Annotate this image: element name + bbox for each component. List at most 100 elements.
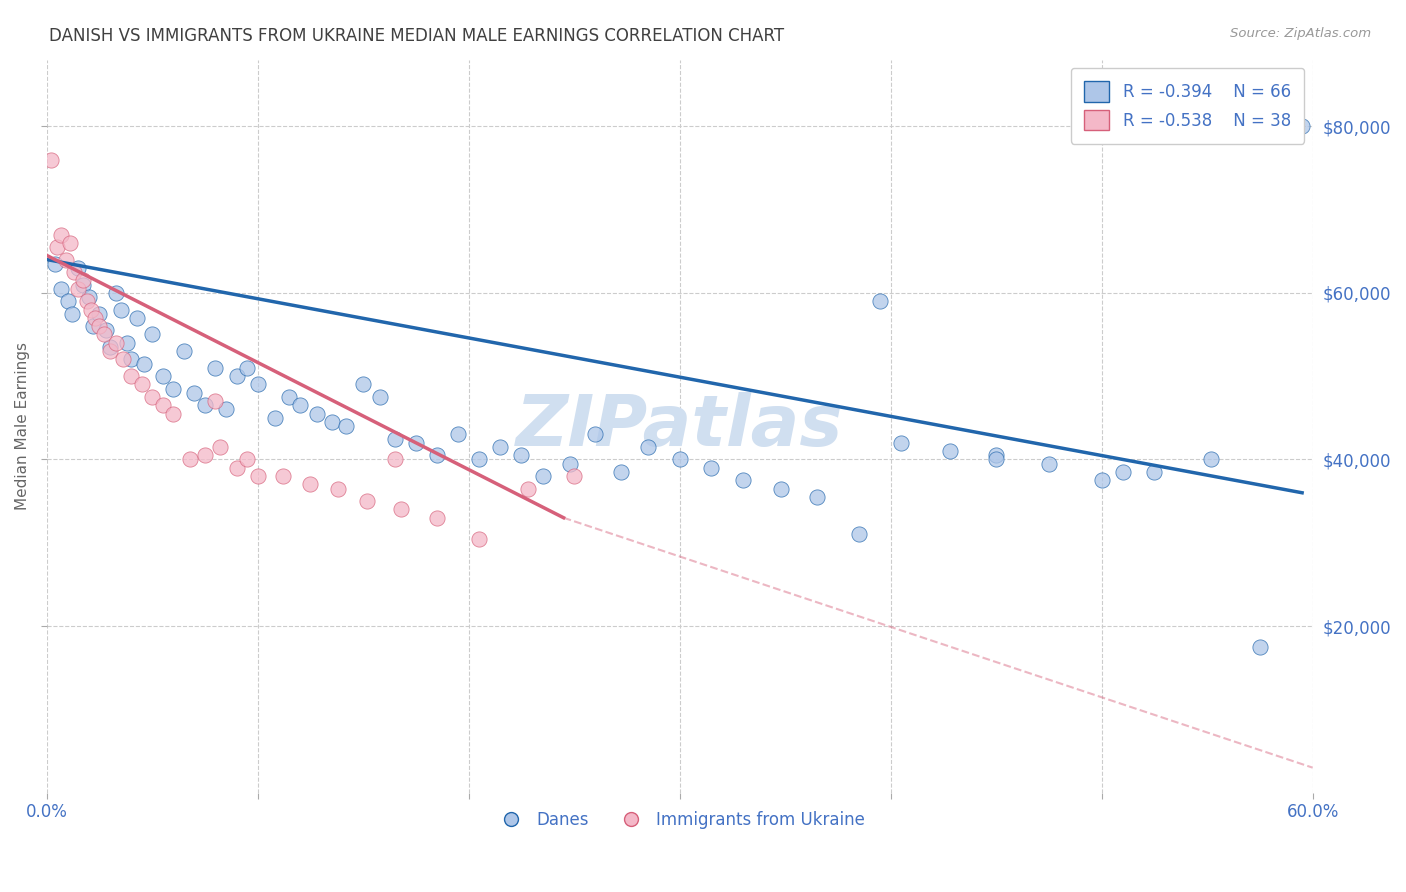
Point — [194, 398, 217, 412]
Point — [426, 448, 449, 462]
Point — [82, 319, 104, 334]
Point — [848, 527, 870, 541]
Point — [44, 257, 66, 271]
Point — [93, 327, 115, 342]
Point — [110, 302, 132, 317]
Point — [115, 335, 138, 350]
Point — [668, 452, 690, 467]
Point — [510, 448, 533, 462]
Y-axis label: Median Male Earnings: Median Male Earnings — [15, 343, 30, 510]
Point — [162, 382, 184, 396]
Point — [531, 469, 554, 483]
Point — [173, 344, 195, 359]
Text: ZIPatlas: ZIPatlas — [516, 392, 844, 460]
Point — [700, 460, 723, 475]
Point — [51, 282, 73, 296]
Point — [111, 352, 134, 367]
Point — [1249, 640, 1271, 654]
Point — [468, 452, 491, 467]
Point — [72, 277, 94, 292]
Point — [426, 510, 449, 524]
Point — [356, 494, 378, 508]
Point — [60, 307, 83, 321]
Point — [731, 473, 754, 487]
Point — [236, 360, 259, 375]
Point — [105, 335, 128, 350]
Point — [890, 435, 912, 450]
Point — [321, 415, 343, 429]
Point — [63, 265, 86, 279]
Point — [246, 469, 269, 483]
Point — [288, 398, 311, 412]
Point — [384, 452, 406, 467]
Point — [299, 477, 322, 491]
Point — [384, 432, 406, 446]
Point — [489, 440, 512, 454]
Point — [84, 310, 107, 325]
Point — [120, 352, 142, 367]
Point — [152, 369, 174, 384]
Point — [389, 502, 412, 516]
Point — [1038, 457, 1060, 471]
Point — [271, 469, 294, 483]
Point — [225, 460, 247, 475]
Point — [67, 282, 90, 296]
Point — [98, 344, 121, 359]
Point — [208, 440, 231, 454]
Point — [98, 340, 121, 354]
Point — [806, 490, 828, 504]
Point — [162, 407, 184, 421]
Point — [94, 323, 117, 337]
Point — [468, 532, 491, 546]
Point — [77, 290, 100, 304]
Point — [72, 273, 94, 287]
Text: DANISH VS IMMIGRANTS FROM UKRAINE MEDIAN MALE EARNINGS CORRELATION CHART: DANISH VS IMMIGRANTS FROM UKRAINE MEDIAN… — [49, 27, 785, 45]
Point — [637, 440, 659, 454]
Point — [179, 452, 201, 467]
Point — [335, 419, 357, 434]
Point — [225, 369, 247, 384]
Point — [609, 465, 631, 479]
Point — [204, 394, 226, 409]
Point — [1112, 465, 1135, 479]
Point — [152, 398, 174, 412]
Point — [405, 435, 427, 450]
Point — [278, 390, 301, 404]
Point — [1143, 465, 1166, 479]
Point — [120, 369, 142, 384]
Point — [326, 482, 349, 496]
Point — [352, 377, 374, 392]
Point — [938, 444, 960, 458]
Point — [562, 469, 585, 483]
Point — [246, 377, 269, 392]
Point — [516, 482, 538, 496]
Point — [368, 390, 391, 404]
Point — [1201, 452, 1223, 467]
Point — [215, 402, 238, 417]
Point — [558, 457, 581, 471]
Legend: Danes, Immigrants from Ukraine: Danes, Immigrants from Ukraine — [488, 805, 872, 836]
Point — [51, 227, 73, 242]
Point — [46, 240, 69, 254]
Point — [132, 357, 155, 371]
Point — [131, 377, 153, 392]
Point — [127, 310, 149, 325]
Point — [141, 327, 163, 342]
Point — [59, 235, 82, 250]
Point — [55, 252, 77, 267]
Point — [236, 452, 259, 467]
Point — [204, 360, 226, 375]
Point — [194, 448, 217, 462]
Point — [447, 427, 470, 442]
Point — [869, 294, 891, 309]
Point — [67, 260, 90, 275]
Point — [1091, 473, 1114, 487]
Point — [305, 407, 328, 421]
Point — [583, 427, 606, 442]
Point — [769, 482, 792, 496]
Point — [76, 294, 98, 309]
Point — [80, 302, 103, 317]
Point — [986, 448, 1008, 462]
Point — [1291, 120, 1313, 134]
Point — [986, 452, 1008, 467]
